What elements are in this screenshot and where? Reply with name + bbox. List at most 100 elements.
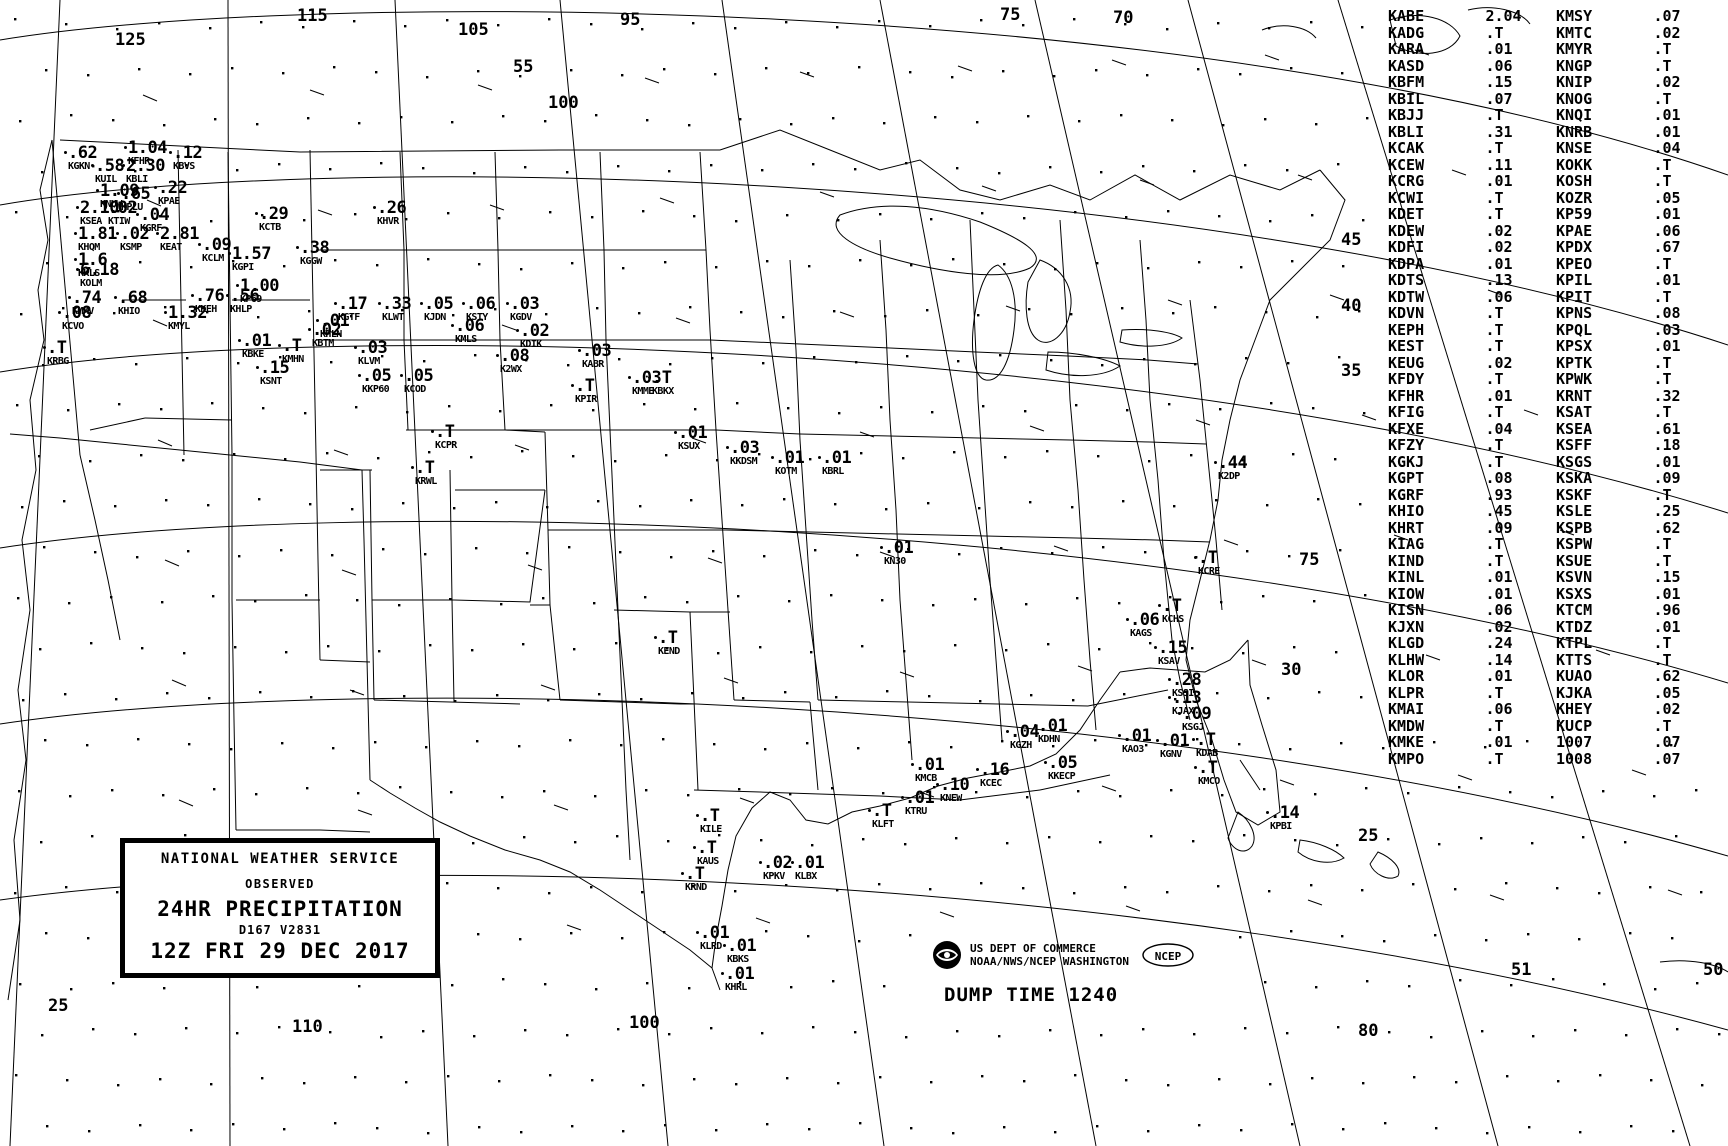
table-cell-left: KABE 2.04 <box>1388 8 1556 25</box>
station-identifier: KLVM <box>358 356 380 367</box>
station-id: KASD <box>1388 56 1425 75</box>
station-precip-value: .22 <box>158 178 188 198</box>
table-cell-right: KNOG .T <box>1556 90 1724 108</box>
station-precip-value: .T <box>1198 758 1218 778</box>
station-value: .01 <box>1653 122 1681 141</box>
legend-agency: NATIONAL WEATHER SERVICE <box>160 851 400 867</box>
station-precip-value: .10 <box>940 775 970 795</box>
station-plot: 1.04 KFHR <box>124 140 167 167</box>
station-location-dot <box>628 376 631 379</box>
table-row: KDPA .01 KPEO .T <box>1388 255 1724 273</box>
station-id: KLPR <box>1388 683 1425 702</box>
station-precip-value: .06 <box>1130 610 1160 630</box>
station-plot: .01 KMCB <box>911 757 945 784</box>
station-identifier: KMMV <box>72 306 94 317</box>
table-cell-left: KINL .01 <box>1388 569 1556 586</box>
station-value: .T <box>1485 23 1504 42</box>
station-identifier: KBTM <box>312 338 334 349</box>
table-row: KEUG .02 KPTK .T <box>1388 354 1724 372</box>
station-location-dot <box>726 446 729 449</box>
table-cell-left: KADG .T <box>1388 23 1556 42</box>
table-cell-right: KP59 .01 <box>1556 206 1724 223</box>
station-id: KCEW <box>1388 155 1425 174</box>
table-cell-left: KCRG .01 <box>1388 173 1556 190</box>
station-id: KSEA <box>1556 419 1593 438</box>
station-identifier: KGRF <box>140 223 162 234</box>
station-id: KINL <box>1388 568 1425 586</box>
station-value: .T <box>1485 683 1504 702</box>
station-location-dot <box>1034 724 1037 727</box>
station-plot: .06 KMLS <box>451 318 485 345</box>
station-id: KSAT <box>1556 403 1593 421</box>
table-cell-right: KSGS .01 <box>1556 453 1724 471</box>
station-identifier: KUIL <box>95 174 117 185</box>
station-identifier: KCOD <box>404 384 426 395</box>
table-row: KEPH .T KPQL .03 <box>1388 321 1724 339</box>
station-value: .01 <box>1485 386 1513 405</box>
station-precip-value: 2.30 <box>126 156 165 176</box>
station-id: KIOW <box>1388 584 1425 603</box>
station-value: .13 <box>1485 271 1513 289</box>
table-cell-right: KSUE .T <box>1556 552 1724 570</box>
table-row: KGRF .93 KSKF .T <box>1388 485 1724 504</box>
station-identifier: KDHN <box>1038 734 1060 745</box>
table-cell-right: 1008 .07 <box>1556 750 1724 768</box>
table-row: KCWI .T KOZR .05 <box>1388 188 1724 207</box>
station-precip-value: .02 <box>120 224 150 244</box>
station-precip-value: .03 <box>582 341 612 361</box>
station-id: KJXN <box>1388 617 1425 636</box>
credit-line-2: NOAA/NWS/NCEP WASHINGTON <box>970 955 1129 968</box>
table-row: KBIL .07 KNOG .T <box>1388 90 1724 108</box>
graticule-label: 45 <box>1341 230 1362 250</box>
station-id: KSFF <box>1556 436 1593 454</box>
table-cell-right: KNRB .01 <box>1556 122 1724 141</box>
table-row: KMAI .06 KHEY .02 <box>1388 701 1724 718</box>
station-precip-value: .T <box>1196 730 1216 750</box>
station-id: KDTS <box>1388 271 1425 289</box>
station-value: .T <box>1653 535 1672 553</box>
station-identifier: KLRD <box>700 941 722 952</box>
table-cell-right: KPIL .01 <box>1556 272 1724 289</box>
station-identifier: K2DP <box>1218 471 1240 482</box>
station-plot: .01 KTRU <box>901 790 935 817</box>
station-plot: 2.30 KBLI <box>122 156 165 185</box>
station-plot: .02 KPKV <box>759 855 793 882</box>
table-cell-right: KSLE .25 <box>1556 503 1724 520</box>
station-location-dot <box>648 376 651 379</box>
station-value: .T <box>1485 403 1504 421</box>
station-precip-value: 1.6 <box>78 250 108 270</box>
table-row: KFZY .T KSFF .18 <box>1388 437 1724 454</box>
station-precip-value: 1.57 <box>232 244 271 264</box>
station-precip-value: 1.32 <box>168 303 207 323</box>
station-id: KUCP <box>1556 716 1593 735</box>
table-row: KFXE .04 KSEA .61 <box>1388 419 1724 438</box>
station-plot: .T KILE <box>696 808 722 835</box>
station-identifier: KSMP <box>120 242 142 253</box>
station-identifier: KGDV <box>510 312 532 323</box>
table-cell-left: KHIO .45 <box>1388 503 1556 520</box>
station-identifier: KGKN <box>68 161 90 172</box>
graticule-label: 51 <box>1511 960 1532 980</box>
station-id: KPSX <box>1556 337 1593 355</box>
station-location-dot <box>1044 761 1047 764</box>
station-value: .T <box>1653 485 1672 504</box>
station-location-dot <box>104 206 107 209</box>
station-id: KARA <box>1388 40 1425 58</box>
station-precip-value: .01 <box>242 331 272 351</box>
table-cell-right: KNGP .T <box>1556 57 1724 75</box>
table-row: KARA .01 KMYR .T <box>1388 41 1724 58</box>
station-value: .25 <box>1653 502 1681 520</box>
station-location-dot <box>358 374 361 377</box>
station-identifier: KBKS <box>727 954 749 965</box>
station-precip-value: .08 <box>500 346 530 366</box>
station-identifier: KP69 <box>240 294 262 305</box>
station-identifier: KGPI <box>232 262 254 273</box>
station-value: .18 <box>1653 436 1681 454</box>
station-id: KIND <box>1388 551 1425 570</box>
table-cell-left: KCAK .T <box>1388 140 1556 157</box>
table-cell-left: KDVN .T <box>1388 305 1556 322</box>
station-id: KCRG <box>1388 172 1425 190</box>
table-row: KMDW .T KUCP .T <box>1388 716 1724 735</box>
table-cell-right: KJKA .05 <box>1556 684 1724 702</box>
station-value: .T <box>1485 188 1504 207</box>
